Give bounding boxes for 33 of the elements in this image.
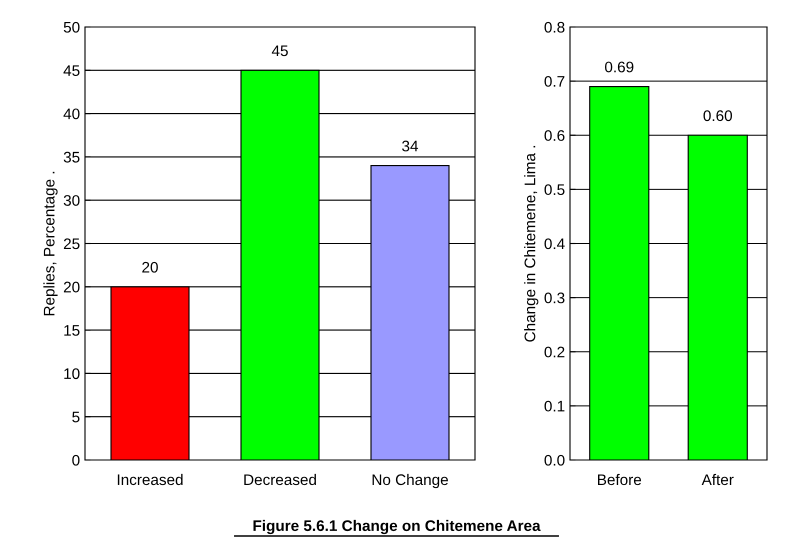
y-tick-label: 0 [72, 454, 80, 466]
y-tick-label: 0.2 [544, 346, 564, 358]
y-tick-label: 40 [64, 108, 80, 120]
y-axis-title: Replies, Percentage . [43, 172, 58, 316]
data-label: 0.69 [604, 62, 634, 72]
y-tick-label: 25 [64, 238, 80, 250]
y-tick-label: 0.5 [544, 184, 564, 196]
y-tick-label: 50 [64, 22, 80, 33]
x-tick-label: No Change [372, 474, 448, 488]
y-tick-label: 0.0 [544, 454, 565, 466]
y-tick-label: 0.7 [544, 76, 564, 87]
x-tick-label: After [702, 474, 734, 486]
y-tick-label: 0.4 [544, 238, 565, 250]
y-tick-label: 10 [64, 368, 80, 380]
data-label: 45 [272, 46, 288, 56]
x-tick-label: Increased [118, 474, 183, 486]
y-axis-title: Change in Chitemene, Lima . [524, 146, 538, 342]
data-label: 0.60 [703, 110, 732, 122]
y-tick-label: 20 [64, 282, 80, 292]
y-tick-label: 0.6 [544, 130, 564, 141]
y-tick-label: 0.3 [544, 292, 564, 304]
y-tick-label: 5 [72, 412, 80, 422]
y-tick-label: 35 [64, 152, 80, 163]
y-tick-label: 30 [64, 195, 80, 206]
x-tick-label: Before [598, 474, 642, 486]
data-label: 20 [142, 262, 158, 273]
caption: Figure 5.6.1 Change on Chitemene Area [253, 520, 541, 534]
y-tick-label: 45 [64, 65, 80, 76]
y-tick-label: 0.8 [544, 22, 564, 33]
y-tick-label: 0.1 [544, 400, 564, 412]
x-tick-label: Decreased [244, 474, 316, 486]
data-label: 34 [402, 140, 418, 152]
y-tick-label: 15 [64, 325, 80, 336]
